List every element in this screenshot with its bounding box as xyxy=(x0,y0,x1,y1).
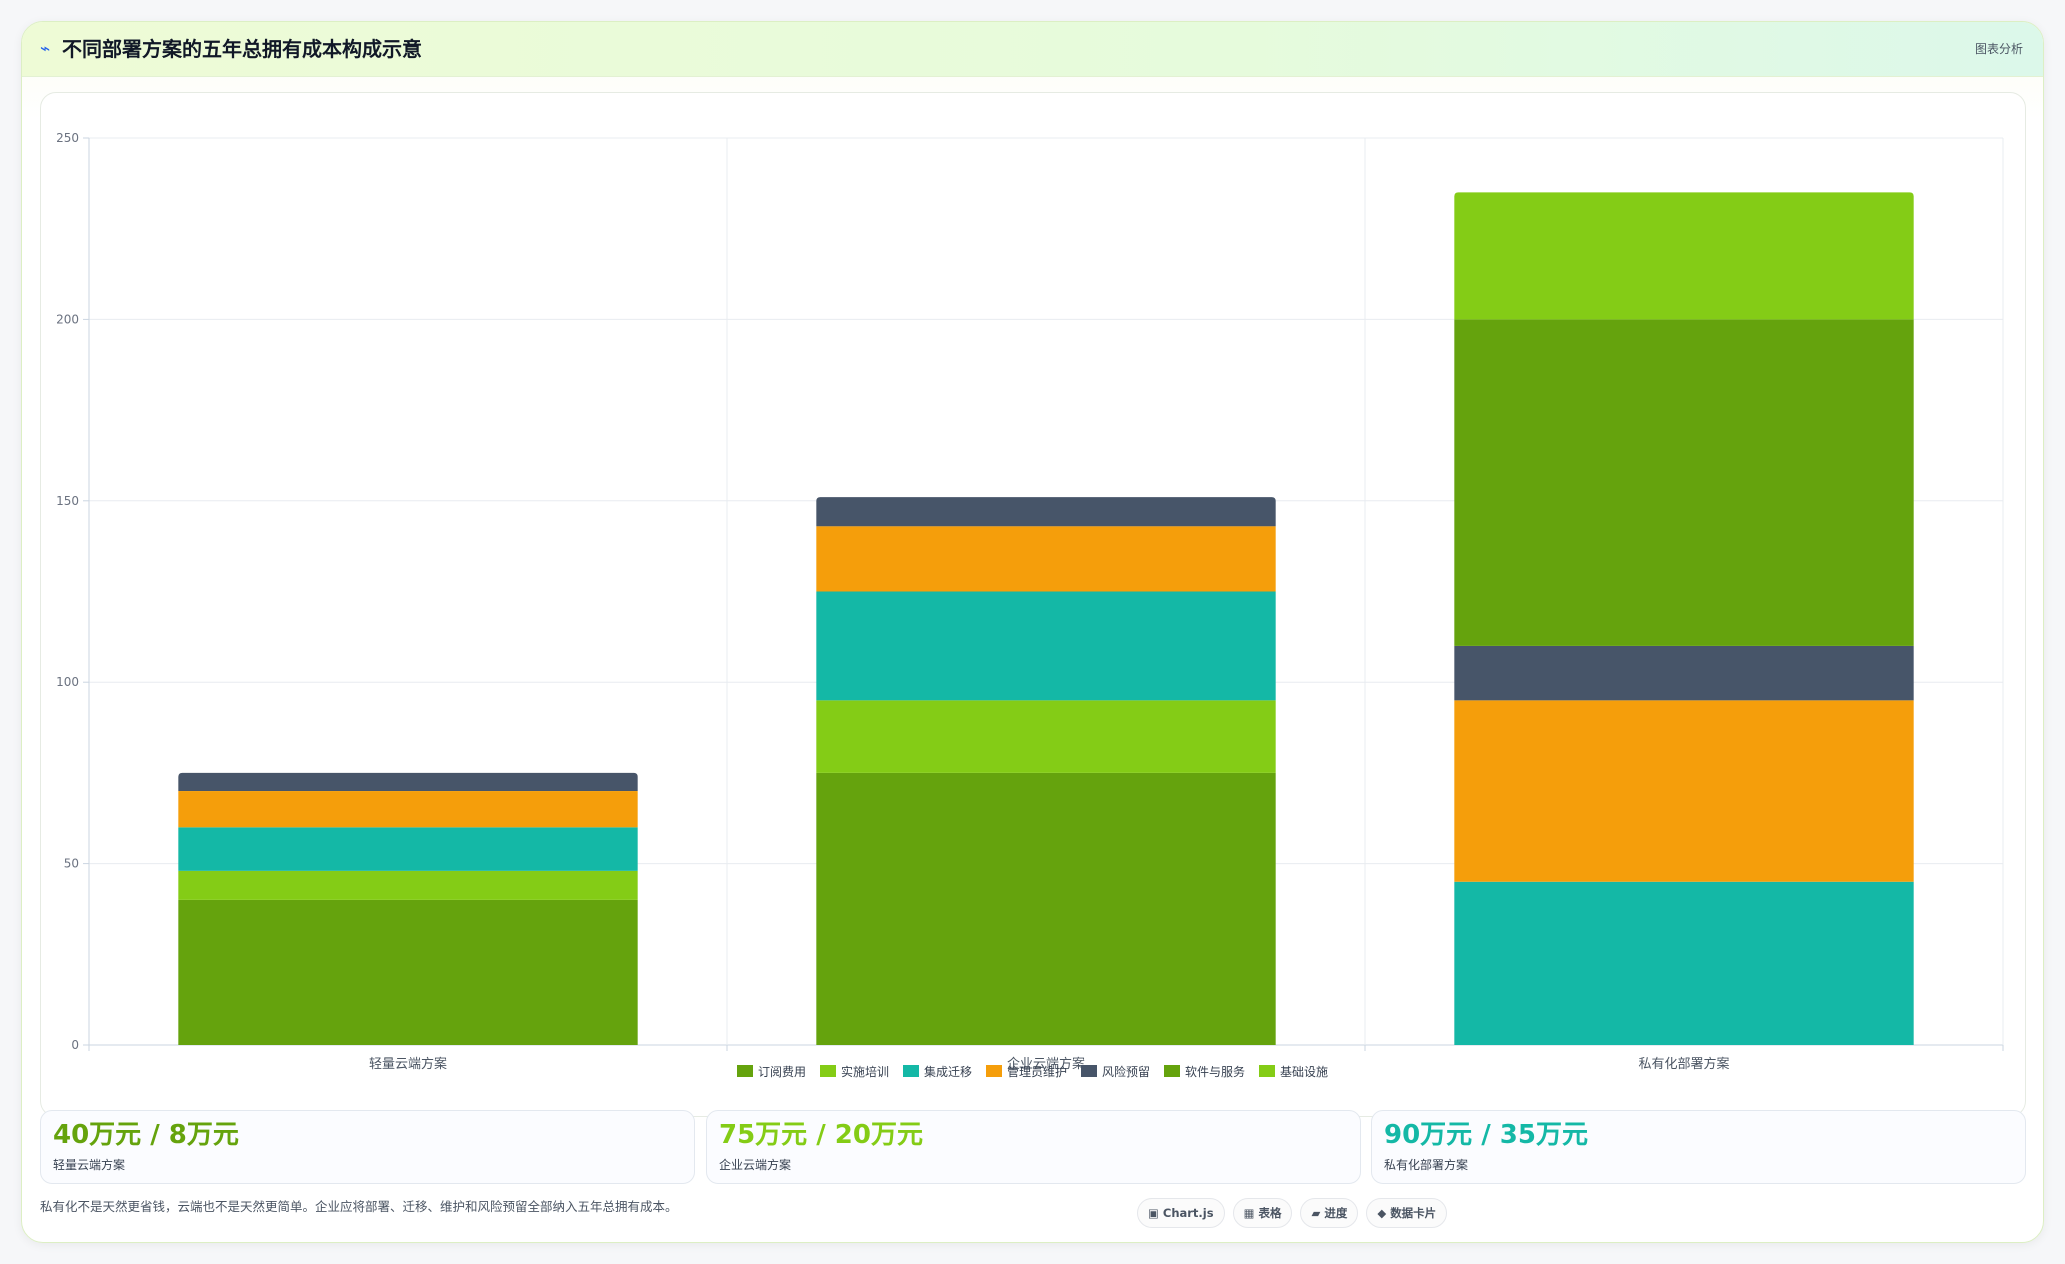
stacked-bar-chart: 0 50 100 150 200 250 轻量云端方案 企业云端方案 私有化部署方案 xyxy=(56,131,2004,1072)
chip-data-card[interactable]: ◆ 数据卡片 xyxy=(1366,1198,1448,1228)
legend-swatch xyxy=(819,1065,836,1077)
chart-panel: 0 50 100 150 200 250 轻量云端方案 企业云端方案 私有化部署方案 xyxy=(40,92,2026,1117)
diamond-icon: ◆ xyxy=(1377,1206,1387,1220)
legend-swatch xyxy=(902,1065,919,1077)
bar-segment xyxy=(1454,645,1914,701)
legend-swatch xyxy=(1081,1065,1097,1077)
stat-value: 40万元 / 8万元 xyxy=(53,1120,239,1150)
y-tick-label: 0 xyxy=(71,1038,79,1052)
legend-label: 订阅费用 xyxy=(757,1064,806,1079)
bar-segment xyxy=(1454,192,1914,320)
chip-label: 数据卡片 xyxy=(1390,1206,1437,1220)
bar-segment xyxy=(178,899,638,1045)
chip-table[interactable]: ▦ 表格 xyxy=(1232,1198,1293,1228)
legend-label: 实施培训 xyxy=(840,1064,889,1079)
chart-legend: 订阅费用 实施培训 集成迁移 管理员维护 风险预留 软件与服务 基础设施 xyxy=(22,1061,2043,1081)
y-tick-label: 150 xyxy=(56,494,79,508)
page-title: 不同部署方案的五年总拥有成本构成示意 xyxy=(62,37,422,61)
bar-segment xyxy=(178,772,638,792)
chip-chartjs[interactable]: ▣ Chart.js xyxy=(1137,1198,1225,1228)
x-tick-label: 私有化部署方案 xyxy=(1638,1056,1729,1072)
bar-segment xyxy=(816,591,1276,701)
x-tick-label: 轻量云端方案 xyxy=(369,1056,447,1072)
stat-card-light-cloud: 40万元 / 8万元 轻量云端方案 xyxy=(40,1110,695,1184)
legend-item[interactable]: 基础设施 xyxy=(1259,1063,1328,1080)
legend-label: 基础设施 xyxy=(1280,1064,1329,1079)
legend-label: 管理员维护 xyxy=(1006,1064,1067,1079)
legend-item[interactable]: 管理员维护 xyxy=(985,1063,1067,1080)
bar-segment xyxy=(178,827,638,871)
legend-item[interactable]: 软件与服务 xyxy=(1164,1063,1245,1080)
y-tick-label: 250 xyxy=(56,131,79,145)
legend-item[interactable]: 风险预留 xyxy=(1081,1063,1150,1080)
progress-icon: ▰ xyxy=(1311,1206,1321,1220)
bar-segment xyxy=(1454,700,1914,882)
stat-card-private-deploy: 90万元 / 35万元 私有化部署方案 xyxy=(1371,1110,2026,1184)
stat-label: 私有化部署方案 xyxy=(1384,1158,1469,1172)
legend-swatch xyxy=(736,1065,753,1077)
legend-item[interactable]: 实施培训 xyxy=(819,1063,889,1080)
chip-label: Chart.js xyxy=(1162,1206,1214,1220)
chip-label: 表格 xyxy=(1258,1206,1282,1220)
chart-analysis-tag: 图表分析 xyxy=(1974,42,2023,56)
chip-progress[interactable]: ▰ 进度 xyxy=(1300,1198,1359,1228)
x-tick-label: 企业云端方案 xyxy=(1007,1056,1085,1072)
legend-swatch xyxy=(1259,1065,1276,1077)
legend-label: 软件与服务 xyxy=(1185,1064,1246,1079)
chart-icon: ▣ xyxy=(1148,1206,1159,1220)
stat-label: 轻量云端方案 xyxy=(53,1158,126,1172)
stat-label: 企业云端方案 xyxy=(719,1158,792,1172)
bar-segment xyxy=(816,700,1276,773)
legend-item[interactable]: 订阅费用 xyxy=(736,1063,806,1080)
trend-icon: ⌁ xyxy=(40,39,51,59)
bar-segment xyxy=(1454,881,1914,1045)
legend-label: 集成迁移 xyxy=(923,1064,972,1079)
bar-segment xyxy=(816,497,1276,527)
bar-segment xyxy=(1454,319,1914,646)
stat-card-enterprise-cloud: 75万元 / 20万元 企业云端方案 xyxy=(706,1110,1361,1184)
tool-chips: ▣ Chart.js ▦ 表格 ▰ 进度 ◆ 数据卡片 xyxy=(1137,1198,1448,1228)
table-icon: ▦ xyxy=(1243,1206,1255,1220)
y-tick-label: 200 xyxy=(56,312,79,326)
stat-cards: 40万元 / 8万元 轻量云端方案 75万元 / 20万元 企业云端方案 90万… xyxy=(40,1110,2026,1184)
chart-card: ⌁ 不同部署方案的五年总拥有成本构成示意 图表分析 0 50 100 150 200 25… xyxy=(21,21,2044,1243)
stat-value: 90万元 / 35万元 xyxy=(1384,1120,1588,1150)
bar-segment xyxy=(816,772,1276,1045)
bar-segment xyxy=(178,791,638,828)
legend-swatch xyxy=(1164,1065,1181,1077)
y-tick-label: 50 xyxy=(64,857,79,871)
legend-label: 风险预留 xyxy=(1102,1064,1151,1079)
footnote: 私有化不是天然更省钱，云端也不是天然更简单。企业应将部署、迁移、维护和风险预留全… xyxy=(40,1199,678,1214)
bar-segment xyxy=(816,526,1276,592)
card-header: ⌁ 不同部署方案的五年总拥有成本构成示意 图表分析 xyxy=(22,22,2043,77)
legend-swatch xyxy=(985,1065,1002,1077)
y-tick-label: 100 xyxy=(56,675,79,689)
stat-value: 75万元 / 20万元 xyxy=(719,1120,923,1150)
chip-label: 进度 xyxy=(1324,1206,1348,1220)
bar-segment xyxy=(178,870,638,900)
legend-item[interactable]: 集成迁移 xyxy=(902,1063,972,1080)
